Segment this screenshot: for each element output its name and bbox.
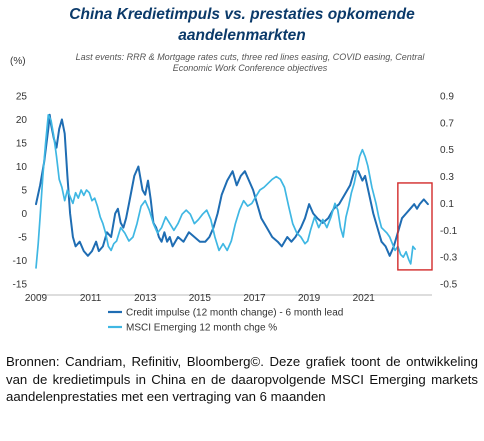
right-axis-tick-label: -0.3 xyxy=(440,253,458,264)
right-axis-tick-label: 0.1 xyxy=(440,199,454,210)
x-axis-tick-label: 2021 xyxy=(353,293,376,304)
right-axis-tick-label: 0.9 xyxy=(440,92,454,103)
right-axis-tick-label: -0.1 xyxy=(440,226,458,237)
left-axis-unit-label: (%) xyxy=(10,56,26,67)
source-caption: Bronnen: Candriam, Refinitiv, Bloomberg©… xyxy=(6,354,478,404)
right-axis-tick-label: -0.5 xyxy=(440,280,458,291)
left-axis-tick-label: -5 xyxy=(18,233,27,244)
right-axis-tick-label: 0.7 xyxy=(440,118,454,129)
x-axis-tick-label: 2013 xyxy=(134,293,157,304)
highlight-box xyxy=(397,182,433,271)
chart-title: China Kredietimpuls vs. prestaties opkom… xyxy=(0,4,484,46)
left-axis-tick-label: 0 xyxy=(21,209,27,220)
left-axis-tick-label: 5 xyxy=(21,186,27,197)
x-axis-tick-label: 2009 xyxy=(25,293,48,304)
axes-layer: (%)2520151050-5-10-150.90.70.50.30.1-0.1… xyxy=(10,56,458,304)
x-axis-tick-label: 2011 xyxy=(80,293,102,304)
left-axis-tick-label: 25 xyxy=(16,92,28,103)
left-axis-tick-label: 10 xyxy=(16,162,28,173)
x-axis-tick-label: 2017 xyxy=(243,293,266,304)
left-axis-tick-label: -15 xyxy=(13,280,28,291)
x-axis-tick-label: 2019 xyxy=(298,293,321,304)
left-axis-tick-label: -10 xyxy=(13,256,28,267)
credit-impulse-line xyxy=(35,113,429,257)
legend-label: MSCI Emerging 12 month chge % xyxy=(126,323,277,334)
left-axis-tick-label: 20 xyxy=(16,115,28,126)
chart-title-line-1: China Kredietimpuls vs. prestaties opkom… xyxy=(69,6,415,23)
x-axis-tick-label: 2015 xyxy=(189,293,212,304)
chart-subtitle: Last events: RRR & Mortgage rates cuts, … xyxy=(75,52,425,73)
left-axis-tick-label: 15 xyxy=(16,139,28,150)
series-layer xyxy=(35,113,433,271)
right-axis-tick-label: 0.3 xyxy=(440,172,454,183)
chart: (%)2520151050-5-10-150.90.70.50.30.1-0.1… xyxy=(10,56,458,334)
right-axis-tick-label: 0.5 xyxy=(440,145,454,156)
legend: Credit impulse (12 month change) - 6 mon… xyxy=(108,308,343,334)
msci-emerging-line xyxy=(35,113,416,269)
legend-label: Credit impulse (12 month change) - 6 mon… xyxy=(126,308,343,319)
chart-title-line-2: aandelenmarkten xyxy=(178,27,306,44)
